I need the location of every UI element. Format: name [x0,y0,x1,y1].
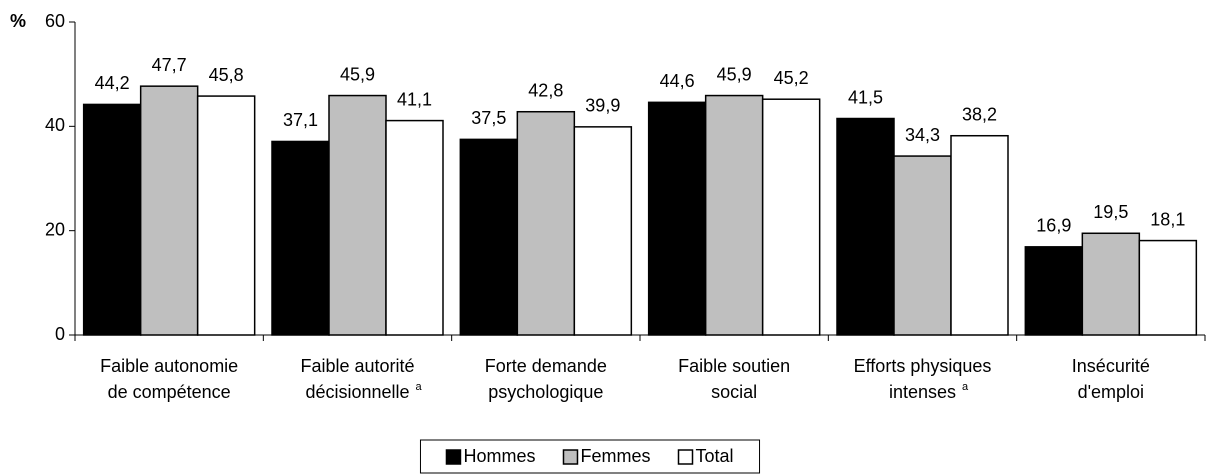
bar [893,155,952,336]
bar [271,140,330,336]
bar [385,119,444,336]
data-label: 39,9 [585,96,620,116]
bar [516,110,576,336]
data-label: 16,9 [1036,216,1071,236]
legend-label: Total [696,446,734,466]
x-tick-label: Faible autonomie [100,356,238,376]
bar [647,101,707,336]
data-label: 44,2 [95,73,130,93]
bar [1081,232,1141,336]
bar [1138,239,1198,336]
legend-swatch [445,449,462,465]
data-label: 45,8 [209,65,244,85]
data-label: 44,6 [660,71,695,91]
x-tick-label: Faible autorité [300,356,414,376]
bar [328,94,387,336]
legend-swatch [677,449,694,465]
data-label: 45,9 [340,64,375,84]
bar [196,95,256,336]
data-label: 45,2 [774,68,809,88]
bar [82,103,142,336]
bar [573,126,633,336]
x-tick-label: d'emploi [1078,382,1144,402]
x-tick-label: décisionnelle [305,382,409,402]
bar [459,138,519,336]
y-tick-label: 60 [45,11,65,31]
data-label: 19,5 [1093,202,1128,222]
data-label: 34,3 [905,125,940,145]
data-label: 41,1 [397,89,432,109]
y-tick-label: 0 [55,324,65,344]
x-tick-label: Efforts physiques [854,356,992,376]
y-tick-label: 40 [45,115,65,135]
x-tick-label: Forte demande [485,356,607,376]
data-label: 18,1 [1150,209,1185,229]
x-tick-label: intenses [889,382,956,402]
bar [950,134,1009,336]
data-label: 41,5 [848,87,883,107]
bar [139,85,199,336]
legend: Hommes Femmes Total [419,439,761,474]
legend-swatch [562,449,579,465]
data-label: 47,7 [152,55,187,75]
y-axis-label: % [10,11,26,31]
x-tick-label: social [711,382,757,402]
legend-label: Femmes [580,446,650,466]
bar [1024,246,1084,336]
bar [704,94,764,336]
category-note: a [962,381,969,393]
bar [836,117,895,336]
data-label: 37,1 [283,110,318,130]
data-label: 37,5 [471,108,506,128]
data-label: 42,8 [528,80,563,100]
legend-label: Hommes [463,446,535,466]
x-tick-label: Insécurité [1072,356,1150,376]
x-tick-label: psychologique [488,382,603,402]
legend-box [419,439,761,474]
data-label: 45,9 [717,64,752,84]
x-tick-label: Faible soutien [678,356,790,376]
data-label: 38,2 [962,104,997,124]
category-note: a [416,381,423,393]
y-tick-label: 20 [45,219,65,239]
x-tick-label: de compétence [108,382,231,402]
bar [761,98,821,336]
